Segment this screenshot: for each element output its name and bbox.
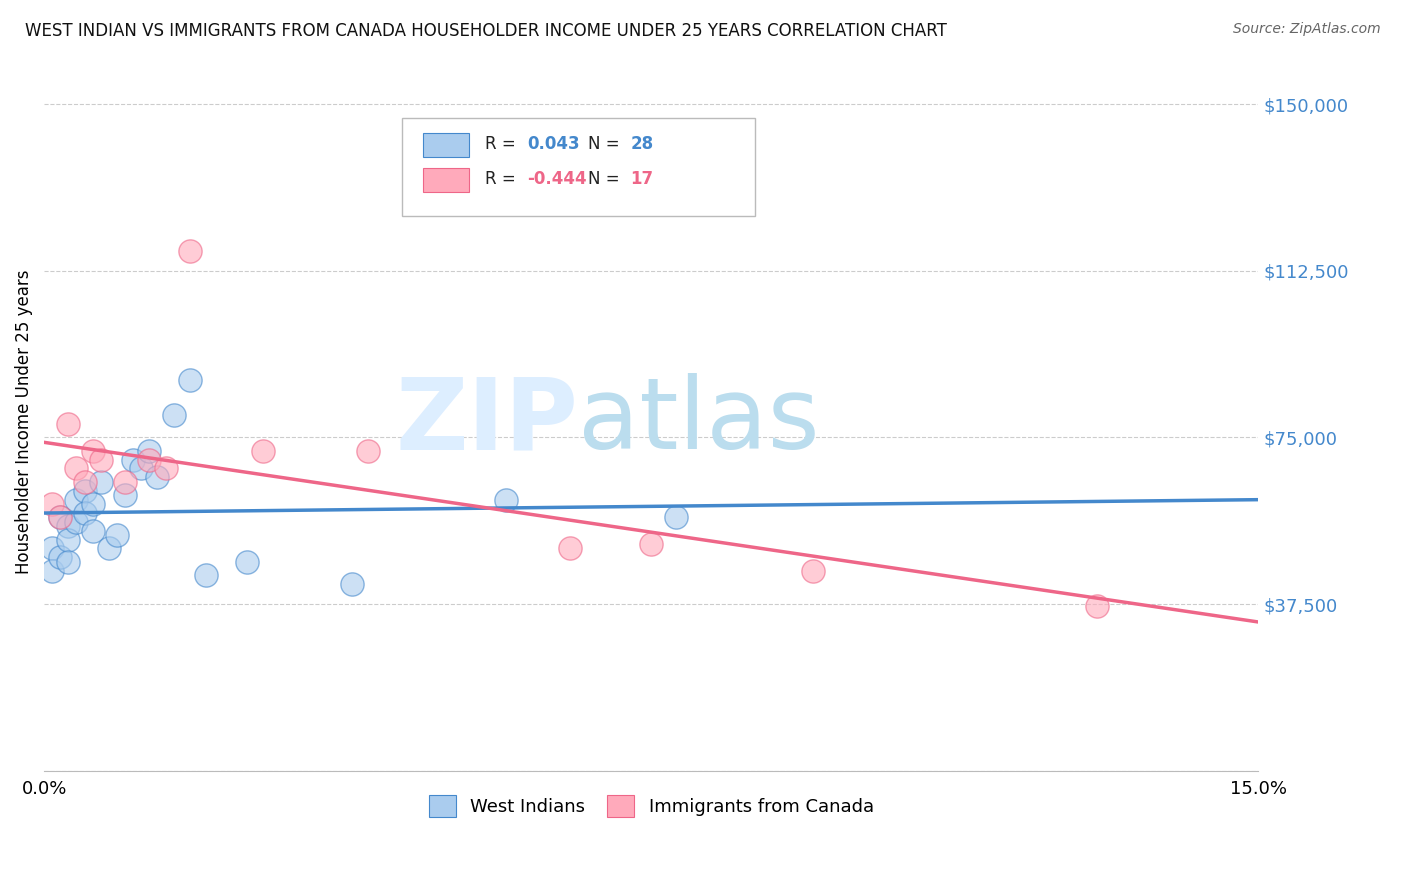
Point — [179, 373, 201, 387]
Point — [640, 537, 662, 551]
Point — [73, 483, 96, 498]
Point — [1085, 599, 1108, 614]
Point — [146, 470, 169, 484]
Point — [65, 515, 87, 529]
Point — [195, 568, 218, 582]
Point — [138, 452, 160, 467]
Point — [235, 555, 257, 569]
Point — [41, 564, 63, 578]
Point — [179, 244, 201, 258]
Point — [90, 475, 112, 489]
Point — [49, 550, 72, 565]
Text: Source: ZipAtlas.com: Source: ZipAtlas.com — [1233, 22, 1381, 37]
Point — [73, 475, 96, 489]
Point — [129, 461, 152, 475]
Point — [58, 555, 80, 569]
Text: N =: N = — [588, 136, 626, 153]
Point — [105, 528, 128, 542]
Y-axis label: Householder Income Under 25 years: Householder Income Under 25 years — [15, 269, 32, 574]
Point — [82, 524, 104, 538]
Point — [58, 417, 80, 431]
Text: atlas: atlas — [578, 374, 820, 470]
Point — [138, 443, 160, 458]
Point — [73, 506, 96, 520]
Point — [82, 443, 104, 458]
Text: ZIP: ZIP — [395, 374, 578, 470]
Point — [114, 475, 136, 489]
Point — [495, 492, 517, 507]
Point — [252, 443, 274, 458]
Point — [58, 533, 80, 547]
Point — [801, 564, 824, 578]
Point — [49, 510, 72, 524]
Point — [664, 510, 686, 524]
Point — [49, 510, 72, 524]
Text: WEST INDIAN VS IMMIGRANTS FROM CANADA HOUSEHOLDER INCOME UNDER 25 YEARS CORRELAT: WEST INDIAN VS IMMIGRANTS FROM CANADA HO… — [25, 22, 948, 40]
Text: 0.043: 0.043 — [527, 136, 581, 153]
Text: 28: 28 — [631, 136, 654, 153]
Point — [41, 541, 63, 556]
Point — [357, 443, 380, 458]
Point — [122, 452, 145, 467]
Text: R =: R = — [485, 170, 520, 188]
Point — [65, 492, 87, 507]
Point — [163, 408, 186, 422]
Point — [155, 461, 177, 475]
Point — [340, 577, 363, 591]
Text: 17: 17 — [631, 170, 654, 188]
Text: R =: R = — [485, 136, 520, 153]
Legend: West Indians, Immigrants from Canada: West Indians, Immigrants from Canada — [422, 788, 882, 824]
Bar — [423, 133, 470, 157]
FancyBboxPatch shape — [402, 119, 755, 216]
Point — [82, 497, 104, 511]
Text: N =: N = — [588, 170, 626, 188]
Point — [90, 452, 112, 467]
Point — [114, 488, 136, 502]
Point — [41, 497, 63, 511]
Text: -0.444: -0.444 — [527, 170, 588, 188]
Point — [65, 461, 87, 475]
Point — [560, 541, 582, 556]
Point — [97, 541, 120, 556]
Point — [58, 519, 80, 533]
Bar — [423, 168, 470, 192]
